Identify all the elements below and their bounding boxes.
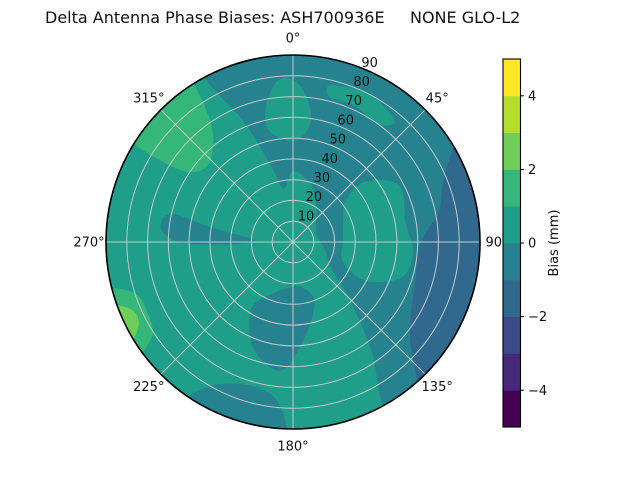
colorbar-segment [503,390,521,428]
contour-region-blue-east-edge [409,136,480,391]
colorbar-segment [503,206,521,244]
colorbar-segment [503,59,521,97]
radial-tick-label: 60 [337,113,354,128]
angular-grid-spoke [160,241,294,375]
angular-tick-label: 180° [277,440,308,455]
angular-tick-label: 0° [286,32,301,47]
contour-region-green-arc-nne [326,84,395,126]
colorbar-segment [503,169,521,207]
polar-boundary [105,54,481,430]
colorbar-tick-label: −2 [528,310,547,325]
angular-tick-label: 135° [422,380,453,395]
contour-region-green-belt-sse [320,282,366,369]
radial-tick-label: 80 [353,75,370,90]
radial-tick-label: 10 [298,209,315,224]
angular-tick-label: 270° [73,236,104,251]
colorbar: 4 2 0 −2 −4 Bias (mm) [502,58,562,428]
contour-region-green-tongue-top [265,77,311,142]
radial-tick-label: 90 [361,56,378,71]
radial-tick-label: 70 [345,94,362,109]
colorbar-segment [503,316,521,354]
chart-title: Delta Antenna Phase Biases: ASH700936E N… [45,8,520,27]
polar-grid [106,55,480,429]
radial-tick-label: 30 [314,171,331,186]
angular-grid-spoke [160,109,294,243]
colorbar-tick-label: −4 [528,384,547,399]
colorbar-segment [503,279,521,317]
colorbar-segment [503,353,521,391]
colorbar-segment [503,95,521,133]
radial-tick-label: 20 [306,190,323,205]
colorbar-segment [503,132,521,170]
angular-tick-label: 315° [133,91,164,106]
colorbar-axis-label: Bias (mm) [547,210,562,277]
contour-region-brightgreen-west-sliver [106,305,139,351]
contour-region-teal-south-center [249,286,315,371]
radial-tick-label: 40 [322,152,339,167]
angular-tick-label: 225° [133,380,164,395]
contour-region-lightgreen-northwest [125,74,214,173]
radial-tick-label: 50 [330,133,347,148]
angular-grid-spoke [292,241,426,375]
colorbar-tick-label: 0 [528,237,536,252]
contour-region-teal-west-spoke [160,213,256,245]
contour-region-green-kidney-east [341,180,414,283]
colorbar-tick-label: 2 [528,163,536,178]
angular-grid-spoke [292,109,426,243]
colorbar-tick-label: 4 [528,89,536,104]
polar-plot: 1020304050607080900°45°90°135°180°225°27… [73,32,508,455]
angular-tick-label: 45° [426,91,449,106]
colorbar-segment [503,243,521,281]
